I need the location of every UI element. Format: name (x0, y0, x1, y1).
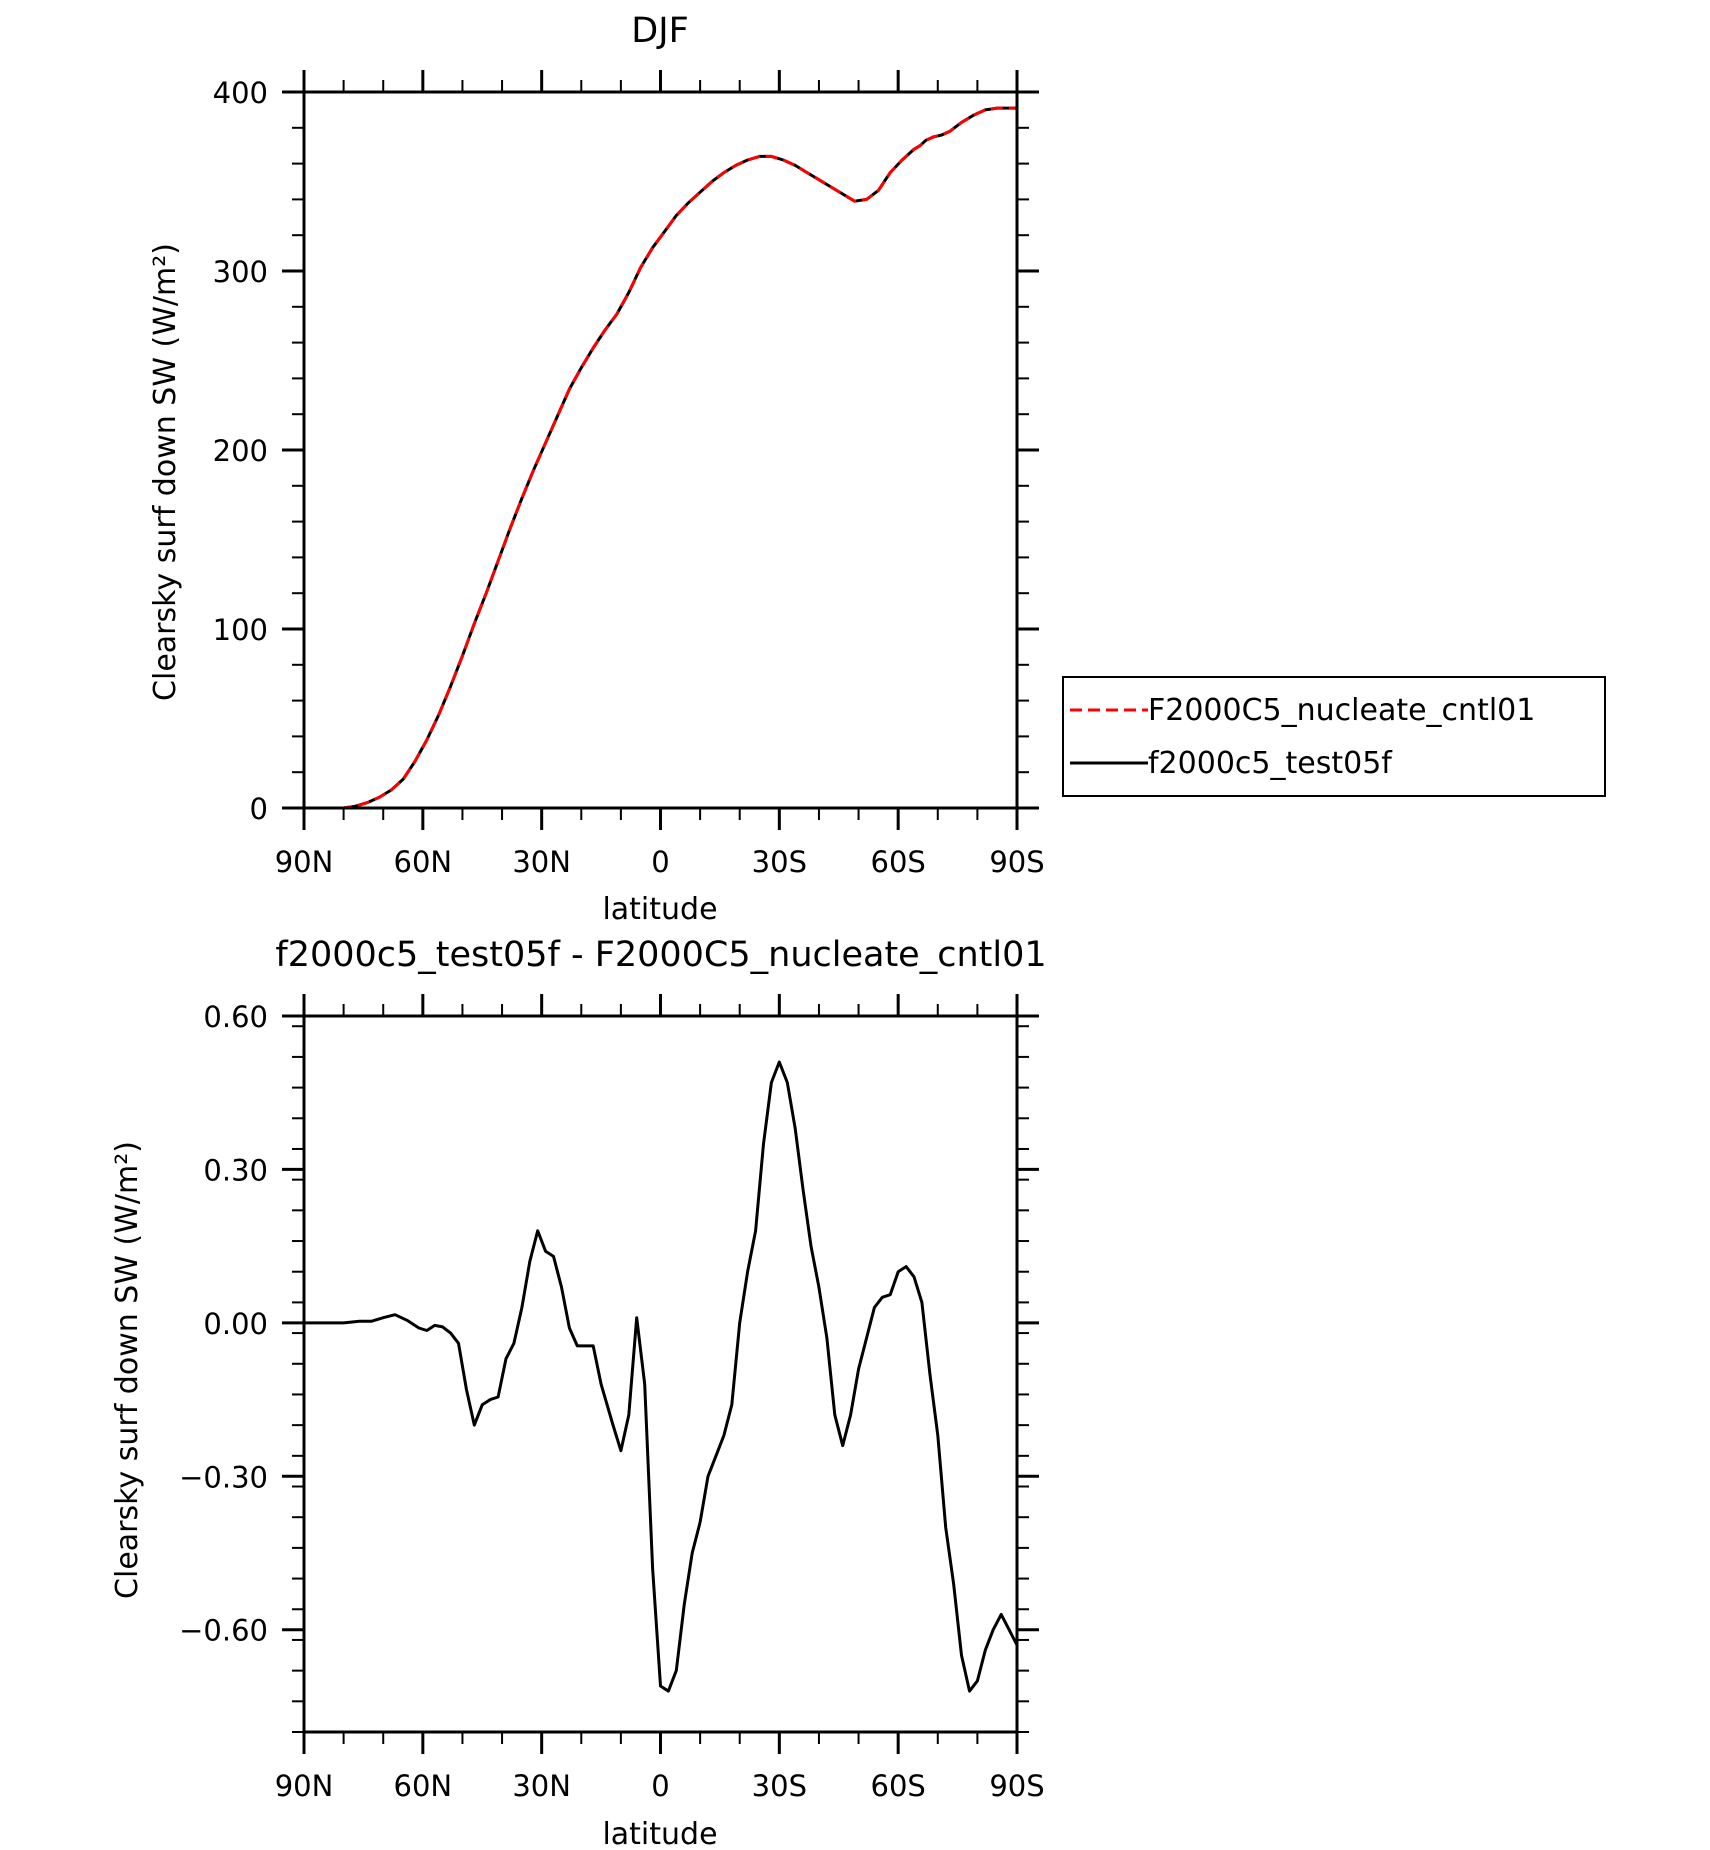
bottom-x-tick-label: 30N (512, 1769, 571, 1803)
top-x-tick-label: 30N (512, 845, 571, 879)
top-x-tick-label: 60N (394, 845, 453, 879)
top-chart-ylabel: Clearsky surf down SW (W/m²) (148, 243, 183, 701)
top-chart-ticks (282, 70, 1039, 830)
bottom-chart-title: f2000c5_test05f - F2000C5_nucleate_cntl0… (275, 935, 1046, 975)
bottom-chart-series-group (304, 1060, 1019, 1693)
bottom-y-tick-label: −0.60 (179, 1614, 268, 1648)
top-x-tick-label: 60S (871, 845, 926, 879)
bottom-x-tick-label: 90N (275, 1769, 334, 1803)
bottom-chart-ticks (282, 994, 1039, 1754)
top-y-tick-label: 100 (213, 613, 268, 647)
legend-box (1062, 676, 1606, 797)
legend-label-cntl01: F2000C5_nucleate_cntl01 (1148, 693, 1535, 728)
bottom-x-tick-label: 90S (989, 1769, 1044, 1803)
top-x-tick-label: 0 (651, 845, 669, 879)
bottom-y-tick-label: −0.30 (179, 1460, 268, 1494)
bottom-x-tick-label: 30S (752, 1769, 807, 1803)
top-y-tick-label: 300 (213, 255, 268, 289)
chart-bottom-panel: f2000c5_test05f - F2000C5_nucleate_cntl0… (110, 935, 1047, 1850)
top-y-tick-label: 200 (213, 434, 268, 468)
bottom-x-tick-label: 0 (651, 1769, 669, 1803)
bottom-chart-x-tick-labels: 90N 60N 30N 0 30S 60S 90S (275, 1769, 1045, 1803)
top-x-tick-label: 90N (275, 845, 334, 879)
legend-label-test05f: f2000c5_test05f (1148, 746, 1393, 781)
top-chart-frame (302, 90, 1019, 810)
top-x-tick-label: 90S (989, 845, 1044, 879)
bottom-x-tick-label: 60S (871, 1769, 926, 1803)
top-chart-x-tick-labels: 90N 60N 30N 0 30S 60S 90S (275, 845, 1045, 879)
top-series-line-1 (304, 106, 1017, 810)
bottom-chart-y-tick-labels: −0.60 −0.30 0.00 0.30 0.60 (179, 1000, 268, 1648)
bottom-chart-ylabel: Clearsky surf down SW (W/m²) (110, 1141, 145, 1599)
top-x-tick-label: 30S (752, 845, 807, 879)
top-chart-series-group (304, 106, 1017, 810)
bottom-chart-frame (302, 1014, 1019, 1734)
bottom-y-tick-label: 0.00 (203, 1307, 268, 1341)
chart-top-panel: DJF latitude Clearsky surf down SW (W/m²… (148, 11, 1606, 927)
bottom-y-tick-label: 0.30 (203, 1153, 268, 1187)
bottom-y-tick-label: 0.60 (203, 1000, 268, 1034)
top-series-line-0 (304, 106, 1017, 810)
top-chart-title: DJF (631, 11, 688, 51)
top-y-tick-label: 400 (213, 76, 268, 110)
top-y-tick-label: 0 (250, 792, 268, 826)
bottom-x-tick-label: 60N (394, 1769, 453, 1803)
top-chart-y-tick-labels: 0 100 200 300 400 (213, 76, 268, 826)
legend: F2000C5_nucleate_cntl01 f2000c5_test05f (1062, 676, 1606, 797)
bottom-series-line-0 (304, 1060, 1019, 1693)
top-chart-xlabel: latitude (602, 892, 717, 927)
bottom-chart-xlabel: latitude (602, 1817, 717, 1850)
